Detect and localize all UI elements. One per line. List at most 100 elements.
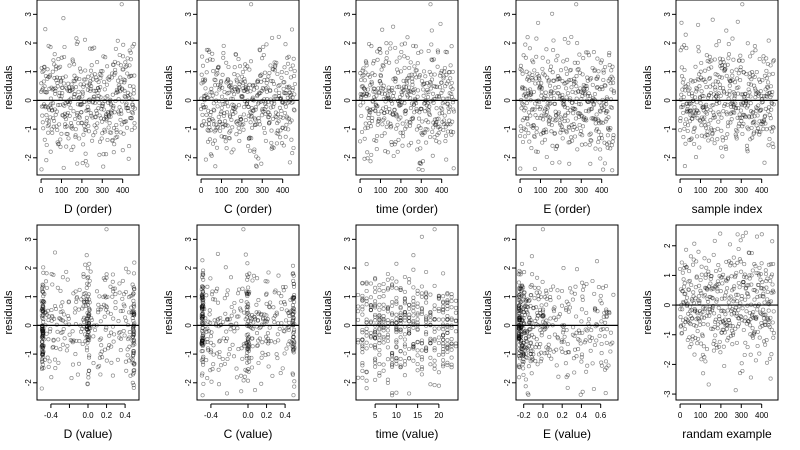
scatter-point bbox=[431, 100, 436, 105]
scatter-point bbox=[356, 317, 361, 322]
scatter-point bbox=[411, 319, 416, 324]
scatter-point bbox=[402, 309, 407, 315]
scatter-point bbox=[210, 367, 215, 372]
scatter-point bbox=[373, 329, 378, 335]
scatter-point bbox=[130, 44, 135, 49]
scatter-point bbox=[602, 83, 607, 88]
scatter-point bbox=[225, 288, 230, 293]
scatter-point bbox=[130, 326, 136, 331]
scatter-point bbox=[522, 86, 527, 91]
scatter-point bbox=[407, 89, 412, 94]
scatter-point bbox=[47, 359, 52, 364]
scatter-point bbox=[561, 98, 566, 103]
scatter-point bbox=[450, 119, 455, 124]
scatter-point bbox=[40, 340, 45, 345]
scatter-point bbox=[572, 106, 577, 111]
scatter-point bbox=[696, 77, 701, 82]
scatter-point bbox=[572, 291, 577, 296]
scatter-points bbox=[39, 227, 137, 391]
scatter-point bbox=[707, 54, 712, 59]
scatter-point bbox=[402, 344, 407, 349]
scatter-point bbox=[526, 110, 531, 115]
scatter-point bbox=[526, 91, 531, 96]
scatter-point bbox=[131, 334, 136, 340]
scatter-point bbox=[60, 102, 66, 107]
scatter-point bbox=[96, 79, 101, 85]
scatter-point bbox=[216, 316, 221, 322]
scatter-point bbox=[98, 351, 103, 357]
scatter-point bbox=[205, 95, 210, 100]
scatter-point bbox=[394, 358, 399, 363]
scatter-point bbox=[103, 115, 108, 120]
scatter-point bbox=[118, 75, 123, 80]
scatter-point bbox=[708, 118, 713, 123]
scatter-point bbox=[117, 290, 122, 295]
scatter-point bbox=[365, 106, 370, 111]
scatter-point bbox=[200, 54, 205, 59]
scatter-point bbox=[44, 113, 49, 118]
scatter-point bbox=[41, 317, 46, 322]
scatter-point bbox=[58, 96, 63, 101]
scatter-point bbox=[397, 55, 402, 60]
scatter-point bbox=[387, 110, 393, 115]
scatter-point bbox=[216, 324, 221, 329]
scatter-point bbox=[103, 303, 108, 308]
scatter-point bbox=[356, 338, 361, 343]
scatter-point bbox=[224, 80, 229, 85]
scatter-point bbox=[130, 102, 135, 107]
scatter-points bbox=[516, 227, 616, 397]
scatter-point bbox=[201, 272, 206, 277]
scatter-point bbox=[360, 304, 365, 309]
scatter-point bbox=[85, 327, 90, 332]
scatter-point bbox=[242, 76, 247, 82]
y-tick-label: 0 bbox=[343, 323, 352, 328]
scatter-point bbox=[451, 109, 456, 114]
scatter-point bbox=[206, 117, 211, 122]
scatter-point bbox=[568, 96, 573, 101]
scatter-point bbox=[78, 102, 84, 107]
scatter-point bbox=[420, 132, 425, 137]
scatter-point bbox=[77, 115, 82, 120]
scatter-point bbox=[402, 101, 407, 106]
scatter-point bbox=[200, 63, 206, 68]
scatter-point bbox=[395, 85, 400, 90]
scatter-point bbox=[743, 297, 748, 302]
scatter-point bbox=[769, 129, 774, 134]
scatter-point bbox=[111, 316, 116, 321]
scatter-point bbox=[549, 129, 554, 134]
scatter-point bbox=[402, 324, 407, 329]
scatter-point bbox=[245, 323, 250, 328]
scatter-point bbox=[750, 121, 755, 126]
scatter-point bbox=[58, 144, 63, 149]
scatter-point bbox=[390, 311, 395, 316]
scatter-point bbox=[720, 154, 725, 159]
scatter-point bbox=[41, 331, 46, 336]
scatter-point bbox=[764, 68, 769, 73]
scatter-point bbox=[586, 91, 591, 96]
scatter-point bbox=[39, 89, 44, 94]
x-tick-label: 400 bbox=[276, 186, 290, 195]
scatter-point bbox=[41, 343, 46, 348]
y-tick-label: 3 bbox=[343, 237, 352, 242]
scatter-point bbox=[703, 125, 709, 130]
scatter-point bbox=[418, 146, 423, 151]
scatter-point bbox=[390, 300, 395, 305]
scatter-point bbox=[40, 352, 45, 358]
scatter-point bbox=[411, 102, 417, 107]
scatter-point bbox=[682, 164, 687, 169]
scatter-point bbox=[261, 322, 266, 327]
scatter-point bbox=[611, 90, 616, 95]
scatter-point bbox=[555, 143, 560, 148]
x-tick-label: 300 bbox=[735, 411, 749, 420]
scatter-point bbox=[578, 111, 583, 116]
scatter-point bbox=[398, 94, 403, 99]
scatter-point bbox=[256, 101, 261, 106]
scatter-point bbox=[291, 307, 297, 312]
scatter-point bbox=[210, 289, 215, 294]
scatter-point bbox=[715, 92, 720, 97]
scatter-point bbox=[94, 125, 99, 130]
scatter-point bbox=[606, 125, 611, 130]
scatter-point bbox=[722, 67, 727, 72]
scatter-point bbox=[256, 91, 261, 97]
